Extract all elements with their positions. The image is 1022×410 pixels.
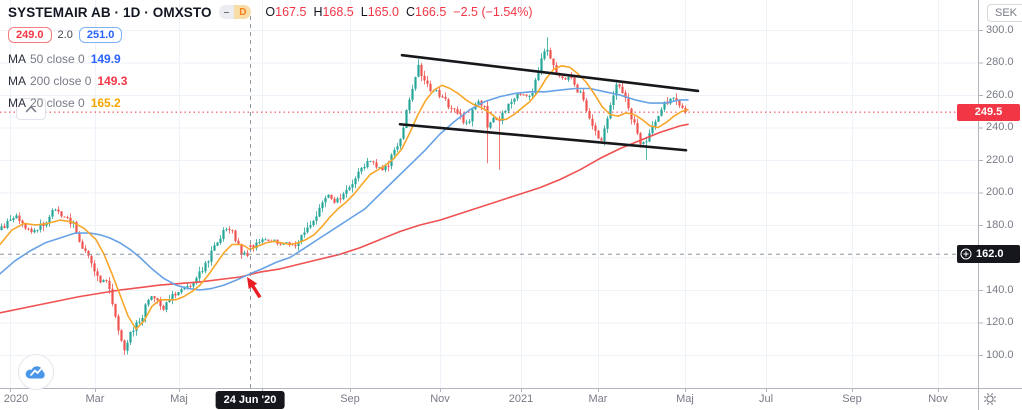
indicator-name: MA bbox=[8, 51, 26, 66]
interval-dash-icon: – bbox=[218, 5, 235, 19]
price-tick-label: 280.0 bbox=[986, 56, 1014, 68]
ma200-line bbox=[0, 123, 689, 314]
indicator-params: 50 close 0 bbox=[30, 51, 85, 66]
indicator-legend: MA 50 close 0 149.9 MA 200 close 0 149.3 M… bbox=[8, 51, 533, 110]
spread-value: 2.0 bbox=[57, 29, 73, 41]
interval-daily-badge: D bbox=[234, 5, 252, 19]
ohlc-low: L165.0 bbox=[361, 5, 399, 19]
indicator-params: 200 close 0 bbox=[30, 73, 92, 88]
arrow-annotation-head bbox=[247, 277, 258, 289]
ohlc-high: H168.5 bbox=[313, 5, 353, 19]
ma50-line bbox=[0, 87, 689, 291]
indicator-name: MA bbox=[8, 73, 26, 88]
price-tick-label: 180.0 bbox=[986, 218, 1014, 231]
legend-collapse-button[interactable] bbox=[16, 98, 46, 120]
currency-toggle-button[interactable]: SEK bbox=[987, 4, 1022, 22]
trade-widget: 249.0 2.0 251.0 bbox=[8, 26, 533, 44]
time-tick-label: Jul bbox=[758, 393, 774, 405]
price-tick-label: 120.0 bbox=[986, 316, 1014, 328]
chevron-up-icon bbox=[25, 105, 37, 113]
indicator-value: 149.9 bbox=[90, 51, 121, 66]
price-tick-label: 240.0 bbox=[986, 121, 1014, 133]
price-tick-label: 220.0 bbox=[986, 153, 1014, 166]
ohlc-readout: O167.5 H168.5 L165.0 C166.5 −2.5 (−1.54%… bbox=[265, 5, 532, 19]
time-tick-label: Sep bbox=[842, 393, 862, 405]
ohlc-high-value: 168.5 bbox=[322, 5, 354, 19]
ohlc-open-label: O bbox=[265, 5, 276, 19]
indicator-row-ma50[interactable]: MA 50 close 0 149.9 bbox=[8, 51, 533, 66]
price-tick-label: 300.0 bbox=[986, 23, 1014, 36]
indicator-name: MA bbox=[8, 95, 26, 110]
symbol-title[interactable]: SYSTEMAIR AB · 1D · OMXSTO bbox=[8, 4, 212, 20]
chart-legend: SYSTEMAIR AB · 1D · OMXSTO – D O167.5 H1… bbox=[8, 4, 533, 110]
symbol-title-row: SYSTEMAIR AB · 1D · OMXSTO – D O167.5 H1… bbox=[8, 4, 533, 20]
time-tick-label: Sep bbox=[340, 393, 360, 405]
time-tick-label: Nov bbox=[430, 393, 450, 405]
interval-pill[interactable]: – D bbox=[218, 5, 252, 19]
time-tick-label: Mar bbox=[588, 393, 608, 405]
ohlc-low-value: 165.0 bbox=[367, 5, 399, 19]
indicator-value: 165.2 bbox=[90, 95, 121, 110]
time-tick-label: Maj bbox=[170, 393, 188, 405]
time-tick-label: Mar bbox=[85, 393, 105, 405]
indicator-params: 20 close 0 bbox=[30, 95, 85, 110]
time-tick-label: Nov bbox=[928, 393, 948, 405]
indicator-value: 149.3 bbox=[97, 73, 128, 88]
ohlc-open: O167.5 bbox=[265, 5, 306, 19]
channel-trendline-1 bbox=[400, 53, 700, 93]
tradingview-logo-button[interactable] bbox=[18, 354, 54, 390]
candlestick-series bbox=[0, 37, 687, 355]
price-tick-label: 260.0 bbox=[986, 88, 1014, 101]
crosshair-date-badge: 24 Jun '20 bbox=[215, 390, 285, 409]
ohlc-low-label: L bbox=[360, 5, 368, 19]
cloud-chart-icon bbox=[25, 366, 45, 379]
channel-trendline-2 bbox=[398, 122, 688, 152]
indicator-row-ma200[interactable]: MA 200 close 0 149.3 bbox=[8, 73, 533, 88]
price-tick-label: 200.0 bbox=[986, 186, 1014, 198]
ohlc-open-value: 167.5 bbox=[275, 5, 307, 19]
crosshair-price-value: 162.0 bbox=[976, 248, 1004, 261]
last-price-badge: 249.5 bbox=[957, 103, 1020, 121]
add-order-plus-icon[interactable] bbox=[960, 248, 972, 260]
crosshair-price-badge: 162.0 bbox=[957, 245, 1020, 264]
time-tick-label: Maj bbox=[676, 393, 694, 405]
ohlc-close: C166.5 bbox=[406, 5, 446, 19]
time-tick-label: 2021 bbox=[508, 393, 534, 405]
price-tick-label: 140.0 bbox=[986, 283, 1014, 296]
ohlc-high-label: H bbox=[313, 5, 323, 19]
gear-icon bbox=[983, 392, 997, 406]
price-tick-label: 100.0 bbox=[986, 348, 1014, 361]
buy-button[interactable]: 251.0 bbox=[78, 27, 123, 43]
axis-settings-button[interactable] bbox=[982, 391, 998, 407]
sell-button[interactable]: 249.0 bbox=[8, 27, 52, 43]
price-change: −2.5 (−1.54%) bbox=[453, 5, 533, 19]
ohlc-close-label: C bbox=[405, 5, 416, 19]
indicator-row-ma20[interactable]: MA 20 close 0 165.2 bbox=[8, 95, 533, 110]
ohlc-close-value: 166.5 bbox=[415, 5, 447, 19]
time-tick-label: 2020 bbox=[3, 393, 29, 405]
